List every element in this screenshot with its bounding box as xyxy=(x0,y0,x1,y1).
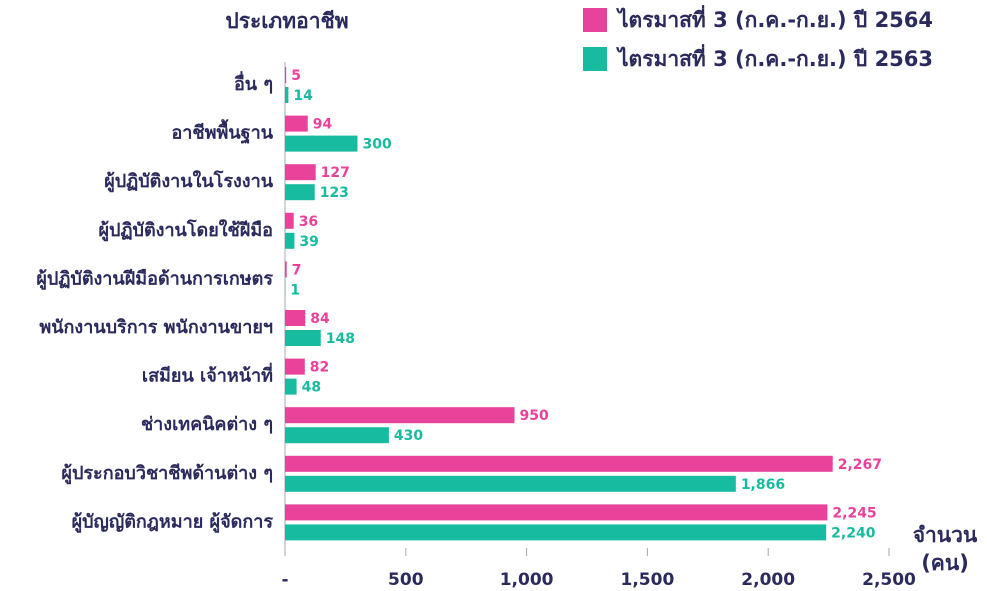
bar xyxy=(285,135,358,152)
x-axis-title: จำนวน xyxy=(913,523,978,547)
bar xyxy=(285,330,321,346)
y-tick-label: ผู้บัญญัติกฎหมาย ผู้จัดการ xyxy=(72,511,274,533)
y-tick-label: ผู้ปฏิบัติงานฝีมือด้านการเกษตร xyxy=(36,268,273,290)
y-tick-label: พนักงานบริการ พนักงานขายฯ xyxy=(39,317,273,338)
value-label: 36 xyxy=(299,214,318,230)
bar xyxy=(285,475,736,492)
value-label: 2,267 xyxy=(838,457,882,473)
value-label: 950 xyxy=(520,408,549,424)
x-tick-label: 2,000 xyxy=(741,570,795,590)
bar xyxy=(285,455,833,472)
bar xyxy=(285,115,308,132)
bar xyxy=(285,87,289,103)
legend-label: ไตรมาสที่ 3 (ก.ค.-ก.ย.) ปี 2564 xyxy=(616,4,933,32)
value-label: 39 xyxy=(299,234,318,250)
value-label: 300 xyxy=(362,137,391,153)
value-label: 94 xyxy=(313,117,333,133)
value-label: 48 xyxy=(302,380,321,396)
x-tick-label: - xyxy=(281,570,288,590)
value-label: 7 xyxy=(292,262,302,278)
y-tick-label: อาชีพพื้นฐาน xyxy=(171,119,273,145)
value-label: 84 xyxy=(310,311,330,327)
y-tick-label: อื่น ๆ xyxy=(234,71,273,95)
bar xyxy=(285,378,297,395)
bar xyxy=(285,524,827,541)
bar xyxy=(285,358,305,375)
bar xyxy=(285,310,306,326)
bar xyxy=(285,164,316,181)
value-label: 123 xyxy=(320,185,349,201)
value-label: 5 xyxy=(291,68,301,84)
value-label: 2,240 xyxy=(831,525,876,541)
y-tick-label: ผู้ประกอบวิชาชีพด้านต่าง ๆ xyxy=(61,463,273,485)
legend-label: ไตรมาสที่ 3 (ก.ค.-ก.ย.) ปี 2563 xyxy=(616,43,933,71)
bar xyxy=(285,427,389,444)
y-tick-label: เสมียน เจ้าหน้าที่ xyxy=(142,363,273,387)
value-label: 148 xyxy=(326,331,355,347)
bar xyxy=(285,504,828,521)
value-label: 2,245 xyxy=(832,505,876,521)
bar xyxy=(285,184,315,201)
value-label: 127 xyxy=(321,165,350,181)
bar xyxy=(285,67,287,83)
x-axis-title: (คน) xyxy=(921,551,969,575)
bar xyxy=(285,407,515,424)
bar xyxy=(285,261,287,278)
y-tick-label: ช่างเทคนิคต่าง ๆ xyxy=(141,414,273,435)
x-tick-label: 2,500 xyxy=(862,570,916,590)
y-axis-title: ประเภทอาชีพ xyxy=(225,9,348,33)
value-label: 1,866 xyxy=(741,477,785,493)
legend-swatch xyxy=(583,47,607,71)
bar xyxy=(285,212,294,229)
x-tick-label: 500 xyxy=(388,570,424,590)
y-tick-label: ผู้ปฏิบัติงานโดยใช้ฝีมือ xyxy=(98,219,273,242)
y-tick-label: ผู้ปฏิบัติงานในโรงงาน xyxy=(104,170,273,193)
value-label: 14 xyxy=(293,88,313,104)
legend-swatch xyxy=(583,8,607,32)
x-tick-label: 1,000 xyxy=(500,570,554,590)
bar xyxy=(285,232,295,249)
value-label: 430 xyxy=(394,428,423,444)
value-label: 1 xyxy=(290,282,300,298)
value-label: 82 xyxy=(310,360,329,376)
x-tick-label: 1,500 xyxy=(621,570,675,590)
